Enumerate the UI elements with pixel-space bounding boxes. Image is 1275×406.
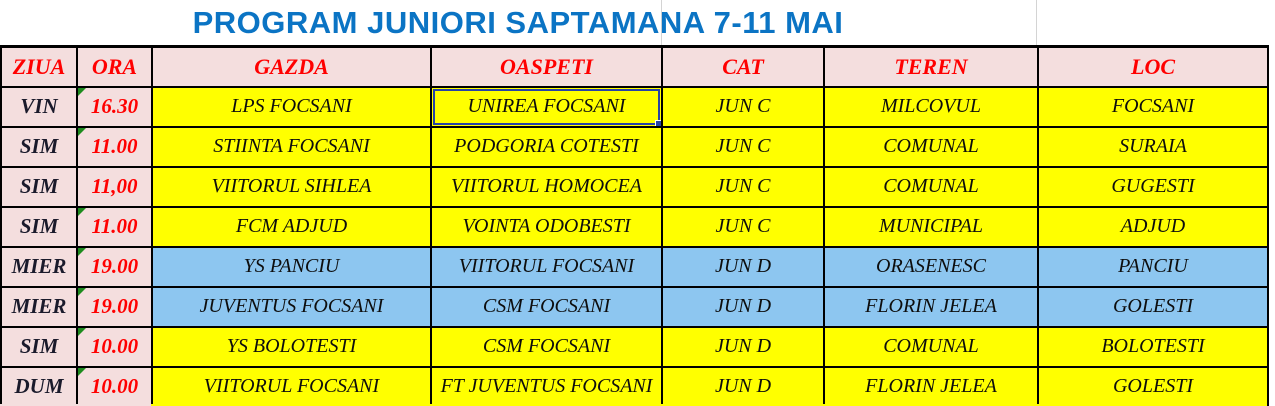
cell-oaspeti[interactable]: VIITORUL HOMOCEA	[430, 165, 663, 208]
cell-ora[interactable]: 10.00	[76, 325, 153, 368]
cell-teren[interactable]: COMUNAL	[823, 125, 1039, 168]
cell-oaspeti[interactable]: CSM FOCSANI	[430, 325, 663, 368]
cell-cat[interactable]: JUN D	[661, 245, 825, 288]
cell-teren[interactable]: FLORIN JELEA	[823, 285, 1039, 328]
cell-teren[interactable]: COMUNAL	[823, 165, 1039, 208]
cell-gazda[interactable]: LPS FOCSANI	[151, 85, 432, 128]
cell-teren[interactable]: MUNICIPAL	[823, 205, 1039, 248]
cell-teren[interactable]: ORASENESC	[823, 245, 1039, 288]
cropped-next-row	[0, 404, 1267, 406]
cell-loc[interactable]: GOLESTI	[1037, 285, 1269, 328]
cell-loc[interactable]: ADJUD	[1037, 205, 1269, 248]
error-indicator-icon	[79, 328, 86, 336]
header-ora[interactable]: ORA	[76, 45, 153, 88]
cell-oaspeti[interactable]: PODGORIA COTESTI	[430, 125, 663, 168]
cell-ora[interactable]: 19.00	[76, 285, 153, 328]
cell-gazda[interactable]: YS PANCIU	[151, 245, 432, 288]
column-gridline	[661, 0, 662, 45]
cell-ziua[interactable]: VIN	[0, 85, 78, 128]
cell-cat[interactable]: JUN C	[661, 205, 825, 248]
table-row: SIM 11.00 FCM ADJUD VOINTA ODOBESTI JUN …	[0, 205, 1269, 248]
error-indicator-icon	[79, 248, 86, 256]
error-indicator-icon	[79, 288, 86, 296]
cell-cat[interactable]: JUN D	[661, 325, 825, 368]
table-row: MIER 19.00 JUVENTUS FOCSANI CSM FOCSANI …	[0, 285, 1269, 328]
cell-ora[interactable]: 11.00	[76, 125, 153, 168]
cell-loc[interactable]: GOLESTI	[1037, 365, 1269, 406]
cell-teren[interactable]: FLORIN JELEA	[823, 365, 1039, 406]
error-indicator-icon	[79, 208, 86, 216]
header-oaspeti[interactable]: OASPETI	[430, 45, 663, 88]
title-band: PROGRAM JUNIORI SAPTAMANA 7-11 MAI	[0, 0, 1267, 45]
header-cat[interactable]: CAT	[661, 45, 825, 88]
cell-ora[interactable]: 10.00	[76, 365, 153, 406]
cell-ora[interactable]: 16.30	[76, 85, 153, 128]
error-indicator-icon	[79, 88, 86, 96]
cell-gazda[interactable]: FCM ADJUD	[151, 205, 432, 248]
header-teren[interactable]: TEREN	[823, 45, 1039, 88]
cell-loc[interactable]: GUGESTI	[1037, 165, 1269, 208]
cell-cat[interactable]: JUN C	[661, 125, 825, 168]
table-row: DUM 10.00 VIITORUL FOCSANI FT JUVENTUS F…	[0, 365, 1269, 406]
cell-loc[interactable]: PANCIU	[1037, 245, 1269, 288]
cell-oaspeti[interactable]: VOINTA ODOBESTI	[430, 205, 663, 248]
cell-cat[interactable]: JUN D	[661, 365, 825, 406]
cell-gazda[interactable]: STIINTA FOCSANI	[151, 125, 432, 168]
cell-ora[interactable]: 11.00	[76, 205, 153, 248]
table-row: MIER 19.00 YS PANCIU VIITORUL FOCSANI JU…	[0, 245, 1269, 288]
fill-handle[interactable]	[655, 119, 660, 125]
cell-gazda[interactable]: VIITORUL FOCSANI	[151, 365, 432, 406]
cell-ziua[interactable]: SIM	[0, 165, 78, 208]
header-ziua[interactable]: ZIUA	[0, 45, 78, 88]
cell-teren[interactable]: MILCOVUL	[823, 85, 1039, 128]
cell-ziua[interactable]: MIER	[0, 285, 78, 328]
cell-cat[interactable]: JUN D	[661, 285, 825, 328]
column-gridline	[1036, 0, 1037, 45]
schedule-table: ZIUA ORA GAZDA OASPETI CAT TEREN LOC VIN…	[0, 45, 1269, 406]
table-row: SIM 11.00 STIINTA FOCSANI PODGORIA COTES…	[0, 125, 1269, 168]
error-indicator-icon	[79, 128, 86, 136]
cell-oaspeti[interactable]: VIITORUL FOCSANI	[430, 245, 663, 288]
cell-cat[interactable]: JUN C	[661, 85, 825, 128]
cell-oaspeti[interactable]: CSM FOCSANI	[430, 285, 663, 328]
cell-ziua[interactable]: SIM	[0, 125, 78, 168]
cell-gazda[interactable]: JUVENTUS FOCSANI	[151, 285, 432, 328]
cell-loc[interactable]: SURAIA	[1037, 125, 1269, 168]
cell-ora[interactable]: 19.00	[76, 245, 153, 288]
cell-gazda[interactable]: YS BOLOTESTI	[151, 325, 432, 368]
header-gazda[interactable]: GAZDA	[151, 45, 432, 88]
cell-gazda[interactable]: VIITORUL SIHLEA	[151, 165, 432, 208]
cell-ziua[interactable]: DUM	[0, 365, 78, 406]
cell-oaspeti-selected[interactable]: UNIREA FOCSANI	[430, 85, 663, 128]
table-row: VIN 16.30 LPS FOCSANI UNIREA FOCSANI JUN…	[0, 85, 1269, 128]
cell-ziua[interactable]: SIM	[0, 325, 78, 368]
cell-loc[interactable]: FOCSANI	[1037, 85, 1269, 128]
cell-ziua[interactable]: SIM	[0, 205, 78, 248]
header-loc[interactable]: LOC	[1037, 45, 1269, 88]
cell-oaspeti[interactable]: FT JUVENTUS FOCSANI	[430, 365, 663, 406]
cell-ora[interactable]: 11,00	[76, 165, 153, 208]
cell-cat[interactable]: JUN C	[661, 165, 825, 208]
cell-loc[interactable]: BOLOTESTI	[1037, 325, 1269, 368]
cell-ziua[interactable]: MIER	[0, 245, 78, 288]
header-row: ZIUA ORA GAZDA OASPETI CAT TEREN LOC	[0, 45, 1269, 88]
page-title[interactable]: PROGRAM JUNIORI SAPTAMANA 7-11 MAI	[192, 5, 844, 40]
table-row: SIM 10.00 YS BOLOTESTI CSM FOCSANI JUN D…	[0, 325, 1269, 368]
cell-teren[interactable]: COMUNAL	[823, 325, 1039, 368]
table-row: SIM 11,00 VIITORUL SIHLEA VIITORUL HOMOC…	[0, 165, 1269, 208]
error-indicator-icon	[79, 368, 86, 376]
